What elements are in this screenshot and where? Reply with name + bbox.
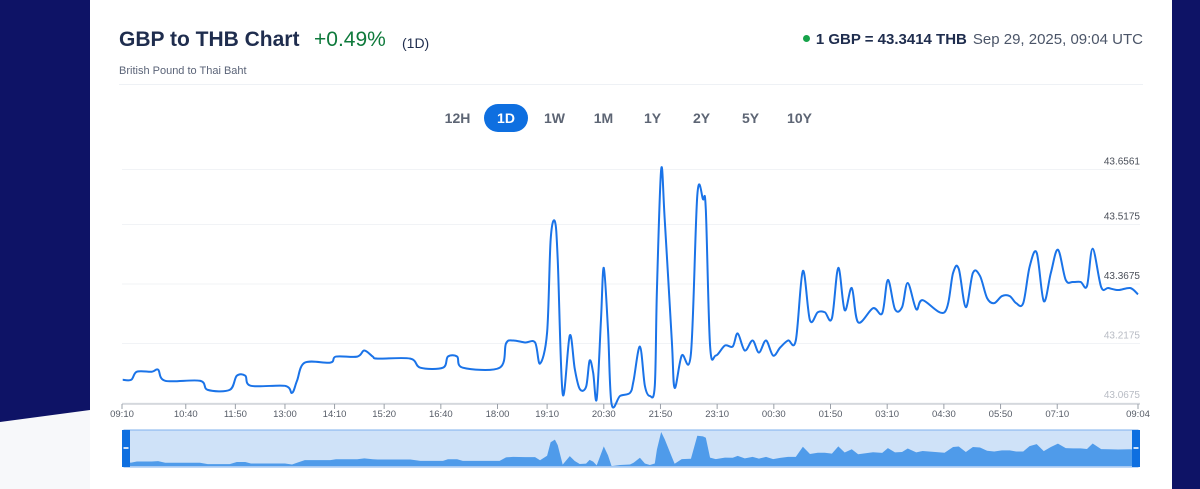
percent-change: +0.49%	[314, 28, 386, 51]
x-tick-label: 18:00	[486, 409, 510, 420]
x-tick-label: 04:30	[932, 409, 956, 420]
change-period: (1D)	[402, 35, 430, 51]
current-rate: 1 GBP = 43.3414 THB Sep 29, 2025, 09:04 U…	[802, 31, 1143, 48]
y-tick-label: 43.0675	[1104, 390, 1141, 401]
rate-series-line	[122, 166, 1139, 409]
x-tick-label: 01:50	[819, 409, 843, 420]
range-tabs: 12H 1D 1W 1M 1Y 2Y 5Y 10Y	[433, 104, 824, 132]
x-tick-label: 09:04	[1126, 409, 1150, 420]
tab-1d[interactable]: 1D	[484, 104, 528, 132]
tab-1w[interactable]: 1W	[544, 110, 565, 126]
rate-timestamp: Sep 29, 2025, 09:04 UTC	[972, 31, 1143, 48]
handle-grip-icon	[1133, 447, 1139, 449]
tab-12h[interactable]: 12H	[444, 110, 471, 126]
page-title: GBP to THB Chart	[119, 28, 300, 51]
tab-1y[interactable]: 1Y	[643, 110, 662, 126]
chart-card: GBP to THB Chart +0.49% (1D) British Pou…	[90, 0, 1172, 489]
x-tick-label: 10:40	[174, 409, 198, 420]
live-status-dot-icon	[802, 35, 810, 42]
x-tick-label: 20:30	[592, 409, 616, 420]
y-tick-label: 43.5175	[1104, 211, 1141, 222]
y-tick-label: 43.2175	[1104, 330, 1141, 341]
x-tick-label: 09:10	[110, 409, 134, 420]
x-tick-label: 14:10	[323, 409, 347, 420]
y-tick-label: 43.3675	[1104, 271, 1141, 282]
x-tick-label: 16:40	[429, 409, 453, 420]
navigator-area	[122, 432, 1138, 467]
x-tick-label: 21:50	[649, 409, 673, 420]
x-tick-label: 11:50	[224, 409, 247, 420]
x-tick-label: 07:10	[1045, 409, 1069, 420]
x-tick-label: 00:30	[762, 409, 786, 420]
x-tick-label: 19:10	[535, 409, 559, 420]
x-tick-label: 05:50	[989, 409, 1013, 420]
x-tick-label: 23:10	[705, 409, 729, 420]
tab-1m[interactable]: 1M	[593, 110, 614, 126]
page-subtitle: British Pound to Thai Baht	[119, 65, 247, 77]
tab-10y[interactable]: 10Y	[787, 110, 812, 126]
range-navigator[interactable]	[122, 429, 1140, 468]
handle-grip-icon	[123, 447, 129, 449]
x-tick-label: 15:20	[372, 409, 396, 420]
divider	[119, 84, 1143, 85]
tab-2y[interactable]: 2Y	[692, 110, 711, 126]
tab-5y[interactable]: 5Y	[741, 110, 760, 126]
x-tick-label: 13:00	[273, 409, 297, 420]
x-tick-label: 03:10	[875, 409, 899, 420]
rate-value: 1 GBP = 43.3414 THB	[815, 31, 967, 48]
y-tick-label: 43.6561	[1104, 157, 1141, 168]
